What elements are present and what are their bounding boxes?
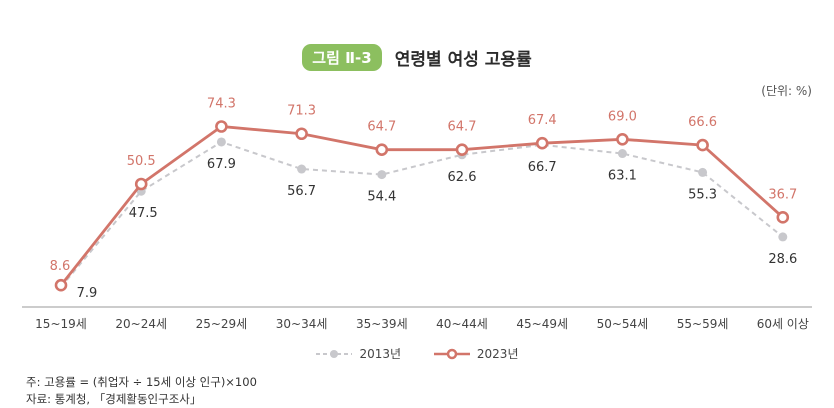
note-formula: 주: 고용률 = (취업자 ÷ 15세 이상 인구)×100: [26, 375, 257, 389]
data-label-2023: 69.0: [608, 109, 637, 124]
x-tick-label: 60세 이상: [757, 317, 809, 331]
legend-label-2013: 2013년: [359, 347, 402, 361]
series-line-2023: [59, 125, 784, 287]
data-label-2013: 54.4: [367, 190, 396, 205]
data-label-2023: 8.6: [50, 259, 71, 274]
data-point-2023: [134, 177, 148, 191]
data-label-2023: 64.7: [367, 120, 396, 135]
data-label-2013: 66.7: [528, 160, 557, 175]
x-tick-label: 40~44세: [436, 317, 488, 331]
data-label-2013: 55.3: [688, 187, 717, 202]
legend-item-2013: 2013년: [315, 345, 401, 362]
data-point-2023: [616, 133, 629, 146]
chart-legend: 2013년 2023년: [0, 345, 834, 363]
note-source: 자료: 통계청, 「경제활동인구조사」: [26, 392, 202, 406]
legend-marker-2013: [316, 349, 353, 358]
data-label-2023: 74.3: [207, 97, 236, 112]
line-chart: 15~19세 20~24세 25~29세 30~34세 35~39세 40~44세 45~4…: [22, 97, 812, 331]
unit-label: (단위: %): [761, 84, 812, 98]
data-label-2023: 71.3: [287, 104, 316, 119]
data-point-2023: [696, 138, 709, 152]
x-tick-label: 20~24세: [115, 317, 167, 331]
data-label-2023: 64.7: [448, 120, 477, 135]
data-label-2023: 36.7: [768, 187, 797, 202]
x-tick-label: 30~34세: [276, 317, 328, 331]
x-tick-label: 15~19세: [35, 317, 87, 331]
legend-marker-2023: [433, 348, 470, 359]
data-label-2013: 62.6: [448, 170, 477, 185]
data-point-2013: [377, 170, 387, 180]
data-point-2013: [297, 164, 307, 174]
x-tick-label: 45~49세: [516, 317, 568, 331]
chart-title: 그림 Ⅱ-3 연령별 여성 고용률: [0, 44, 834, 71]
data-point-2023: [54, 278, 68, 292]
data-point-2023: [535, 136, 549, 150]
data-point-2013: [778, 232, 788, 242]
data-point-2023: [776, 211, 790, 224]
data-point-2013: [216, 137, 226, 147]
data-label-2013: 7.9: [77, 286, 98, 301]
chart-title-text: 연령별 여성 고용률: [394, 50, 532, 70]
data-label-2013: 47.5: [129, 206, 158, 221]
legend-item-2023: 2023년: [433, 345, 519, 362]
series-line-2013: [60, 140, 784, 288]
x-tick-label: 25~29세: [196, 317, 248, 331]
data-point-2023: [215, 120, 228, 133]
data-point-2023: [295, 127, 308, 141]
footnotes: 주: 고용률 = (취업자 ÷ 15세 이상 인구)×100 자료: 통계청, …: [26, 374, 257, 408]
data-point-2023: [375, 143, 389, 156]
data-label-2013: 63.1: [608, 169, 637, 184]
data-label-2013: 56.7: [287, 184, 316, 199]
data-point-2013: [617, 149, 627, 159]
figure-number-badge: 그림 Ⅱ-3: [302, 44, 382, 71]
data-point-2023: [455, 143, 469, 156]
x-tick-label: 35~39세: [356, 317, 408, 331]
data-label-2013: 67.9: [207, 157, 236, 172]
data-label-2023: 67.4: [528, 113, 557, 128]
data-label-2013: 28.6: [768, 252, 797, 267]
data-point-2013: [698, 167, 708, 177]
legend-label-2023: 2023년: [476, 347, 519, 361]
x-tick-label: 50~54세: [597, 317, 649, 331]
data-label-2023: 66.6: [688, 115, 717, 130]
data-label-2023: 50.5: [127, 154, 156, 169]
x-tick-label: 55~59세: [677, 317, 729, 331]
